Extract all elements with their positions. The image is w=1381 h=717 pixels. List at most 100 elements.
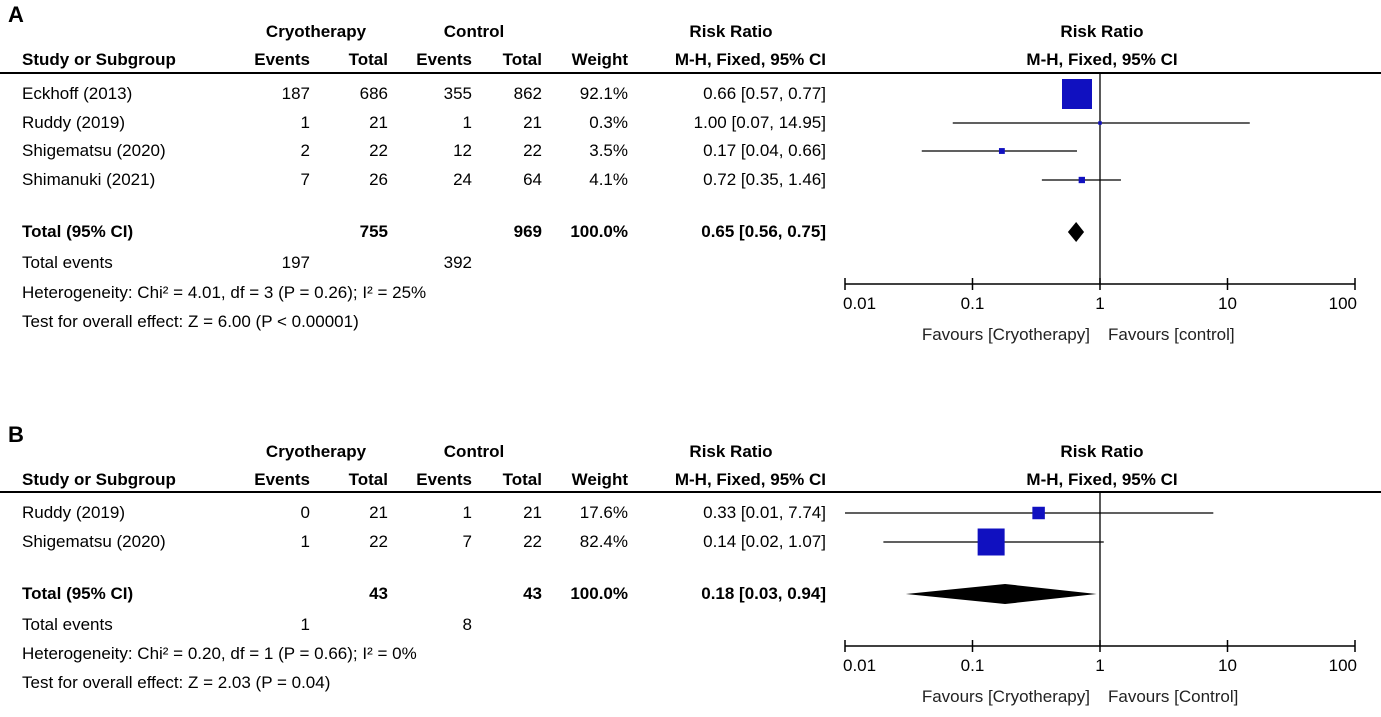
study-weight: 92.1%	[579, 84, 628, 103]
header-rule	[0, 491, 1381, 493]
forest-plot-panel-a: A Cryotherapy Control Risk Ratio Risk Ra…	[0, 0, 1381, 355]
total-weight: 100.0%	[570, 222, 628, 241]
group2-total: 862	[513, 84, 542, 103]
study-ci: 0.17 [0.04, 0.66]	[703, 141, 826, 160]
x-axis-tick-label: 100	[1329, 294, 1357, 313]
heterogeneity-text: Heterogeneity: Chi² = 4.01, df = 3 (P = …	[22, 283, 427, 302]
group2-total: 22	[523, 532, 542, 551]
group1-header: Cryotherapy	[265, 442, 367, 461]
group1-total: 26	[369, 170, 388, 189]
total-events-label: Total events	[22, 615, 113, 634]
study-weight: 0.3%	[589, 113, 628, 132]
group1-events: 1	[300, 113, 310, 132]
group2-events: 1	[462, 113, 472, 132]
group2-total: 21	[523, 503, 542, 522]
events-column-header: Events	[254, 470, 310, 489]
x-axis-tick-label: 1	[1095, 294, 1104, 313]
study-weight-square	[1061, 79, 1092, 109]
events-column-header: Events	[416, 50, 472, 69]
study-name: Ruddy (2019)	[22, 113, 126, 132]
total-column-header: Total	[348, 470, 388, 489]
study-ci: 0.33 [0.01, 7.74]	[703, 503, 826, 522]
effect-title: Risk Ratio	[689, 442, 773, 461]
group2-events: 7	[462, 532, 472, 551]
group2-total: 21	[523, 113, 542, 132]
study-name: Shimanuki (2021)	[22, 170, 156, 189]
pooled-effect-diamond	[905, 584, 1097, 604]
group2-total: 43	[523, 584, 542, 603]
favours-left-label: Favours [Cryotherapy]	[922, 687, 1090, 706]
header-rule	[0, 72, 1381, 74]
study-weight-square	[1032, 506, 1045, 520]
plot-method-header: M-H, Fixed, 95% CI	[1026, 470, 1178, 489]
total-weight: 100.0%	[570, 584, 628, 603]
plot-method-header: M-H, Fixed, 95% CI	[1026, 50, 1178, 69]
x-axis-tick-label: 0.1	[961, 656, 985, 675]
group1-total: 686	[359, 84, 388, 103]
study-weight: 17.6%	[579, 503, 628, 522]
group1-header: Cryotherapy	[265, 22, 367, 41]
group1-total: 21	[369, 503, 388, 522]
group1-total: 22	[369, 532, 388, 551]
total-label: Total (95% CI)	[22, 584, 134, 603]
heterogeneity-text: Heterogeneity: Chi² = 0.20, df = 1 (P = …	[22, 644, 417, 663]
study-weight: 82.4%	[579, 532, 628, 551]
total-column-header: Total	[502, 50, 542, 69]
study-name: Shigematsu (2020)	[22, 532, 166, 551]
plot-title: Risk Ratio	[1060, 22, 1144, 41]
group2-total: 64	[523, 170, 542, 189]
study-column-header: Study or Subgroup	[22, 50, 176, 69]
x-axis-tick-label: 0.01	[843, 294, 876, 313]
events-column-header: Events	[254, 50, 310, 69]
study-weight-square	[977, 528, 1005, 556]
study-ci: 0.14 [0.02, 1.07]	[703, 532, 826, 551]
group2-events: 12	[453, 141, 472, 160]
group2-header: Control	[443, 22, 505, 41]
method-column-header: M-H, Fixed, 95% CI	[674, 470, 826, 489]
method-column-header: M-H, Fixed, 95% CI	[674, 50, 826, 69]
pooled-effect-diamond	[1067, 222, 1085, 242]
group2-total-events: 8	[462, 615, 472, 634]
x-axis-tick-label: 100	[1329, 656, 1357, 675]
panel-label: B	[8, 422, 24, 447]
group2-events: 24	[453, 170, 472, 189]
study-column-header: Study or Subgroup	[22, 470, 176, 489]
x-axis-tick-label: 0.1	[961, 294, 985, 313]
x-axis-tick-label: 10	[1218, 656, 1237, 675]
plot-title: Risk Ratio	[1060, 442, 1144, 461]
overall-effect-text: Test for overall effect: Z = 6.00 (P < 0…	[22, 312, 359, 331]
group1-total: 755	[359, 222, 388, 241]
total-label: Total (95% CI)	[22, 222, 134, 241]
group1-total: 21	[369, 113, 388, 132]
total-column-header: Total	[502, 470, 542, 489]
overall-effect-text: Test for overall effect: Z = 2.03 (P = 0…	[22, 673, 331, 692]
group2-total: 22	[523, 141, 542, 160]
x-axis-tick-label: 0.01	[843, 656, 876, 675]
group1-total-events: 197	[281, 253, 310, 272]
forest-plot-panel-b: B Cryotherapy Control Risk Ratio Risk Ra…	[0, 362, 1381, 717]
group1-events: 187	[281, 84, 310, 103]
group1-events: 0	[300, 503, 310, 522]
study-ci: 1.00 [0.07, 14.95]	[693, 113, 826, 132]
forest-plot-a: 0.01 0.1 1 10 100 Favours [Cryotherapy] Favour…	[843, 73, 1357, 344]
favours-right-label: Favours [control]	[1108, 325, 1235, 344]
group2-total-events: 392	[443, 253, 472, 272]
group1-events: 2	[300, 141, 310, 160]
total-ci: 0.65 [0.56, 0.75]	[701, 222, 826, 241]
group1-events: 7	[300, 170, 310, 189]
group2-events: 355	[443, 84, 472, 103]
group1-events: 1	[300, 532, 310, 551]
study-name: Shigematsu (2020)	[22, 141, 166, 160]
effect-title: Risk Ratio	[689, 22, 773, 41]
group1-total: 22	[369, 141, 388, 160]
total-events-label: Total events	[22, 253, 113, 272]
weight-column-header: Weight	[571, 50, 628, 69]
x-axis-tick-label: 1	[1095, 656, 1104, 675]
group2-total: 969	[513, 222, 542, 241]
group2-header: Control	[443, 442, 505, 461]
total-ci: 0.18 [0.03, 0.94]	[701, 584, 826, 603]
group1-total-events: 1	[300, 615, 310, 634]
study-name: Ruddy (2019)	[22, 503, 126, 522]
study-weight-square	[1098, 121, 1102, 125]
study-weight: 4.1%	[589, 170, 628, 189]
